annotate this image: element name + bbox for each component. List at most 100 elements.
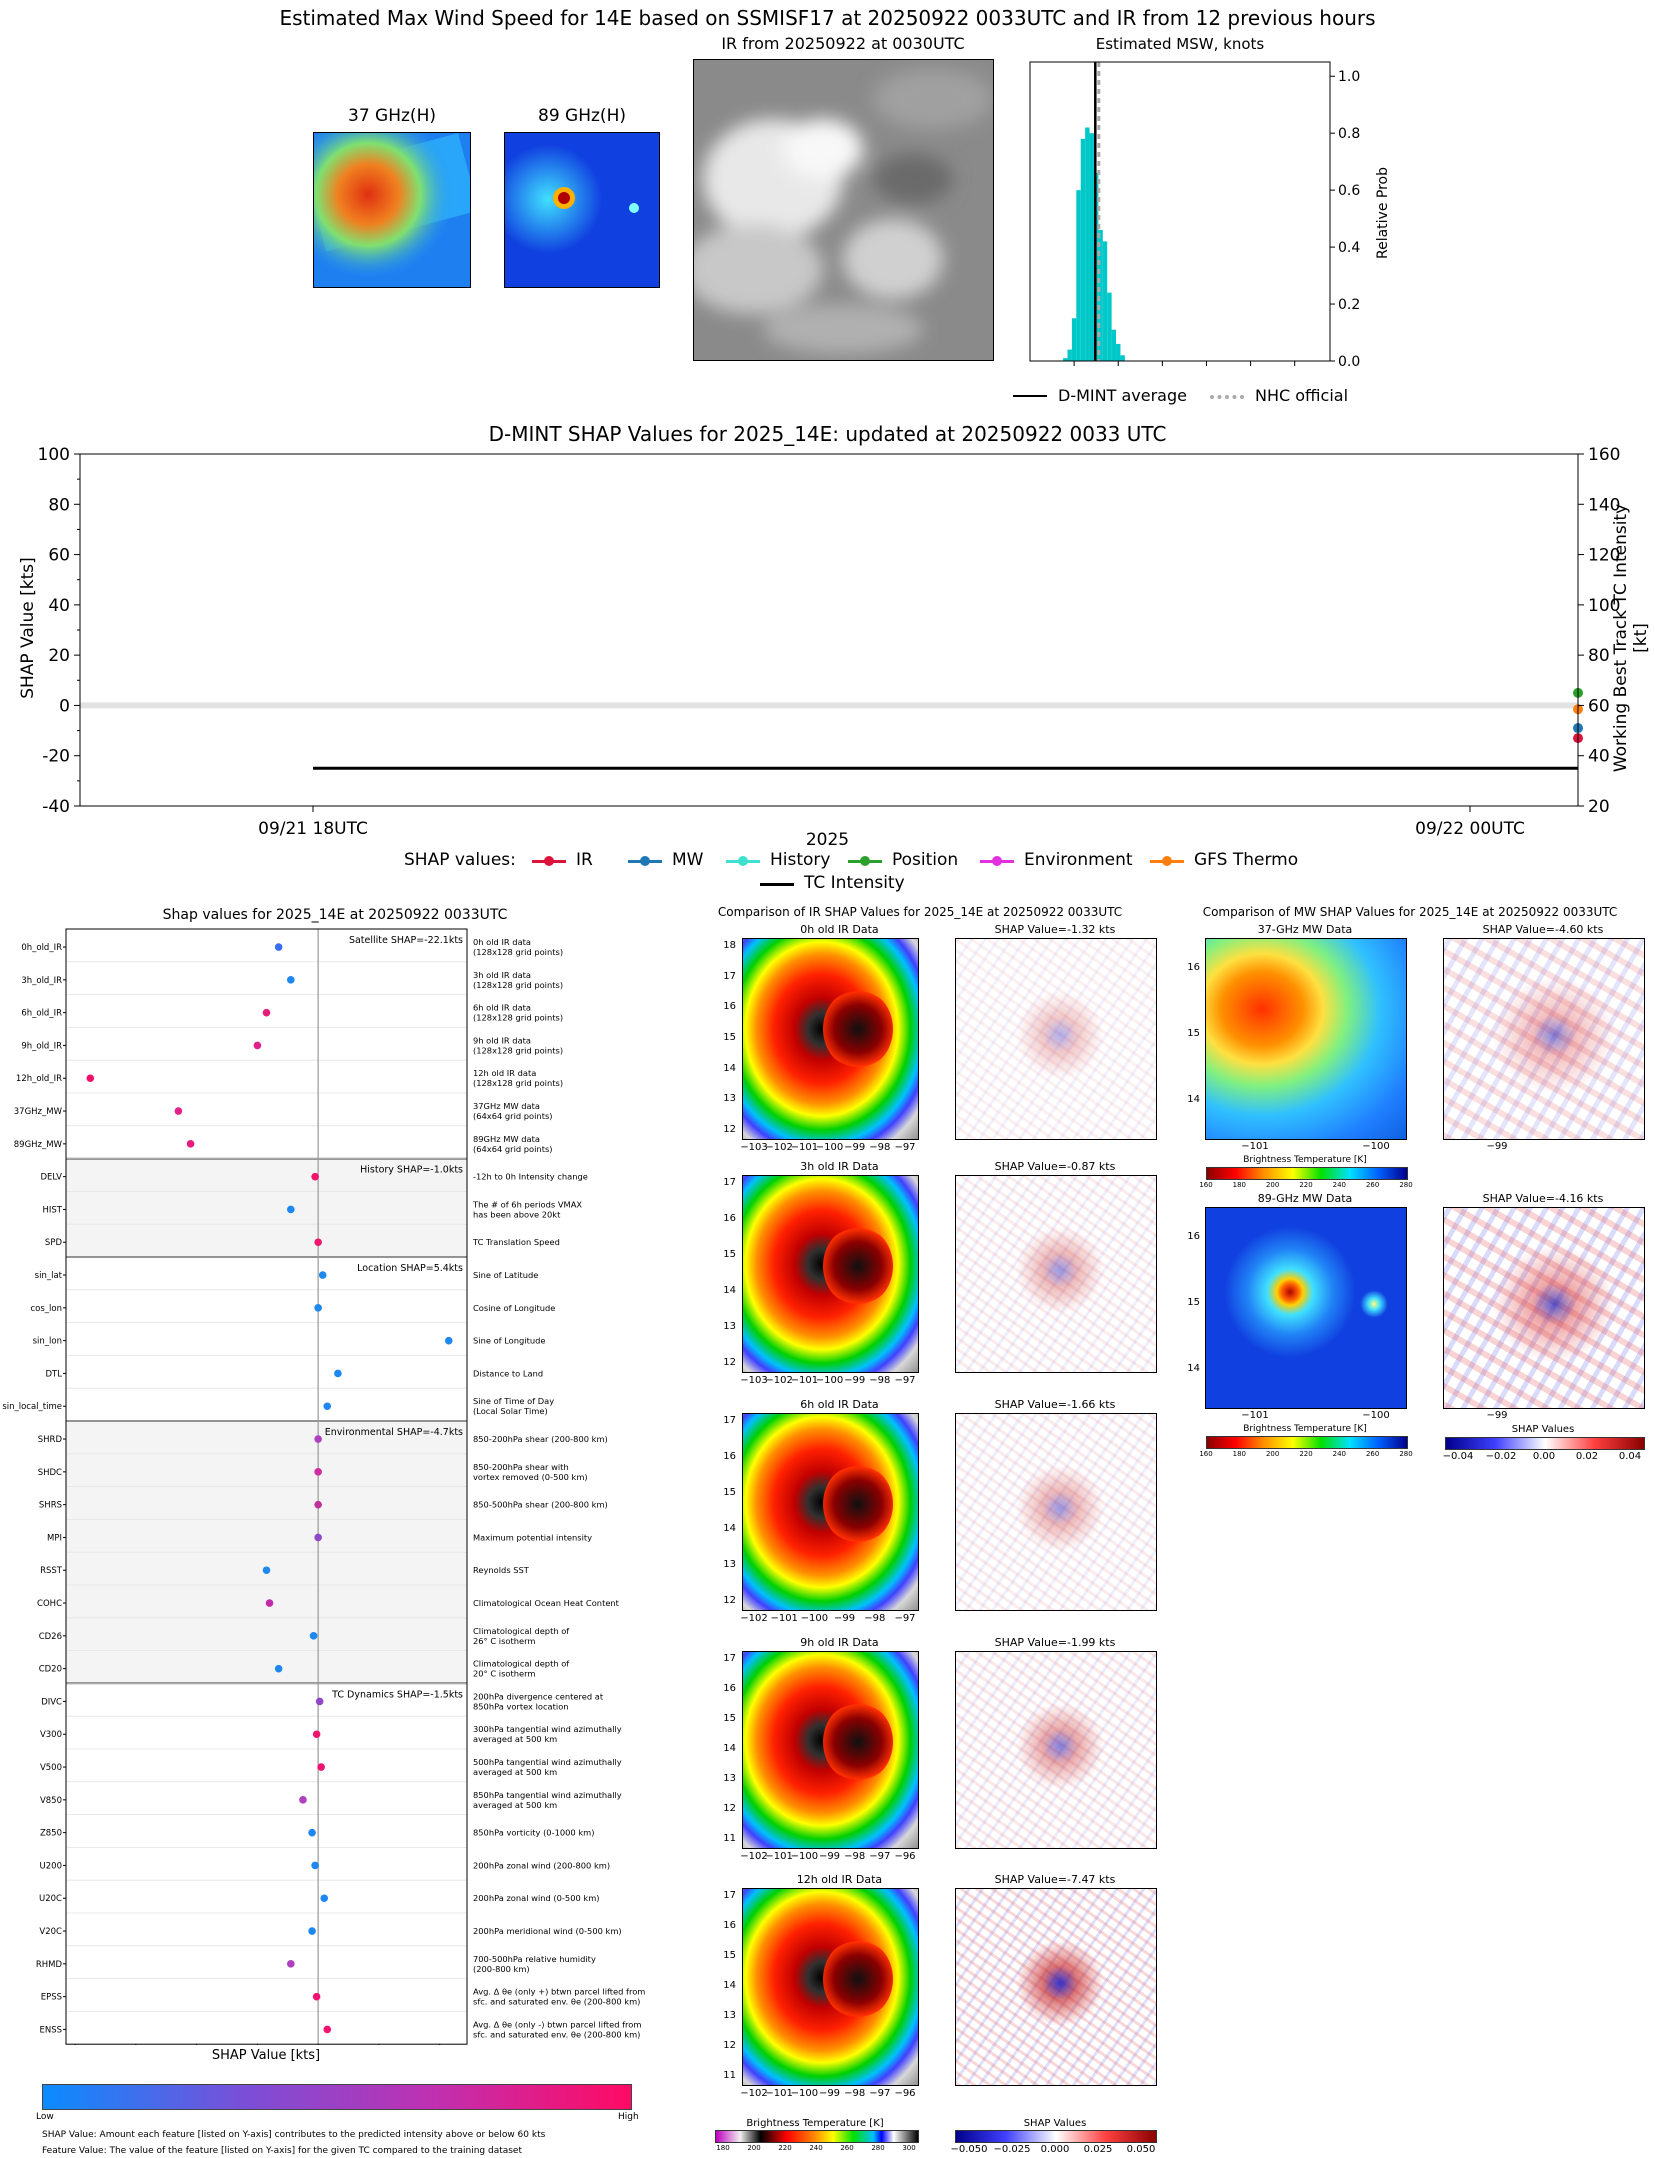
mw-shap-title: SHAP Value=-4.60 kts xyxy=(1482,923,1604,936)
mw-shap-cbar-tick: 0.02 xyxy=(1575,1451,1599,1462)
feature-desc: Sine of Time of Day xyxy=(473,1396,554,1406)
ir-ytick-label: 17 xyxy=(723,1415,736,1426)
ir-xtick-label: −102 xyxy=(765,1142,793,1153)
shap-dot-v20c xyxy=(308,1927,316,1935)
ir-xtick-label: −97 xyxy=(894,1613,916,1624)
mw-shap-cbar-tick: 0.00 xyxy=(1532,1451,1556,1462)
mw-cbar-tick: 160 xyxy=(1199,1450,1213,1458)
ir-ytick-label: 11 xyxy=(723,2070,736,2081)
group-band xyxy=(66,1158,467,1257)
feature-desc: 850-200hPa shear with xyxy=(473,1462,569,1472)
shap-xlabel: SHAP Value [kts] xyxy=(211,2048,321,2063)
ir-xtick-label: −99 xyxy=(818,1851,841,1862)
ir-shap-map xyxy=(955,1888,1157,2086)
left-ytick-label: -40 xyxy=(42,797,70,817)
feature-name: ENSS xyxy=(39,2025,62,2035)
feature-desc: Reynolds SST xyxy=(473,1565,530,1575)
shap-frame xyxy=(65,928,468,2045)
ir-cbar-tick: 200 xyxy=(747,2144,761,2152)
ir-xtick-label: −101 xyxy=(790,1375,819,1386)
feature-name: DIVC xyxy=(41,1697,62,1707)
mw-cbar-label: Brightness Temperature [K] xyxy=(1243,1155,1367,1165)
shap-dot-z850 xyxy=(308,1828,316,1837)
shap-dot-cohc xyxy=(265,1599,274,1607)
shap-dot-shdc xyxy=(314,1468,322,1476)
mw-shap-map xyxy=(1443,1207,1645,1409)
feature-name: MPI xyxy=(47,1533,62,1543)
right-ytick-label: 60 xyxy=(1588,696,1610,716)
msw-ytick-label: 0.4 xyxy=(1338,240,1360,256)
shap-dot-0h_old_ir xyxy=(274,943,283,951)
mw-xtick-label: −100 xyxy=(1362,1141,1390,1152)
left-ytick-label: 60 xyxy=(48,546,70,566)
feature-desc: Climatological Ocean Heat Content xyxy=(473,1598,620,1608)
shap-feature-colorbar xyxy=(42,2084,632,2110)
shap-note-1: SHAP Value: Amount each feature [listed … xyxy=(42,2130,546,2140)
ir-ytick-label: 15 xyxy=(723,1950,736,1961)
ir-shap-map xyxy=(955,1651,1157,1849)
mw-data-image xyxy=(1205,938,1407,1140)
mw-ytick-label: 15 xyxy=(1187,1297,1200,1308)
ir-ytick-label: 17 xyxy=(723,1177,736,1188)
ir-ytick-label: 14 xyxy=(723,1285,736,1296)
ir-ytick-label: 12 xyxy=(723,1803,736,1814)
feature-name: V850 xyxy=(40,1796,62,1806)
right-ytick-label: 20 xyxy=(1588,797,1610,817)
feature-desc: 200hPa divergence centered at xyxy=(473,1691,604,1701)
ir-xtick-label: −102 xyxy=(765,1375,793,1386)
feature-desc: 200hPa zonal wind (0-500 km) xyxy=(473,1893,600,1903)
left-ytick-label: -20 xyxy=(42,747,70,767)
ir-xtick-label: −96 xyxy=(894,1851,916,1862)
ir-panel-title: 0h old IR Data xyxy=(800,923,879,936)
timeline-chart: 100 80 60 40 20 0 -20 -40 160 140 120 100 80 60 40 20 09… xyxy=(38,445,1621,839)
mw-xtick-label: −101 xyxy=(1241,1141,1269,1152)
feature-desc: 37GHz MW data xyxy=(473,1101,540,1111)
right-ytick-label: 120 xyxy=(1588,546,1620,566)
left-ytick-label: 40 xyxy=(48,596,70,616)
ir-ytick-label: 11 xyxy=(723,1833,736,1844)
ir-xtick-label: −101 xyxy=(790,1142,819,1153)
feature-desc: (128x128 grid points) xyxy=(473,1013,563,1023)
feature-desc: 20° C isotherm xyxy=(473,1669,535,1679)
right-ytick-label: 80 xyxy=(1588,646,1610,666)
legend-marker xyxy=(992,856,1002,866)
ir-cbar-tick: 260 xyxy=(840,2144,854,2152)
legend-item-label: MW xyxy=(672,850,704,870)
feature-desc: averaged at 500 km xyxy=(473,1734,557,1744)
ir-xtick-label: −100 xyxy=(800,1613,829,1624)
feature-name: 37GHz_MW xyxy=(14,1107,63,1117)
mw-shap-cbar-label: SHAP Values xyxy=(1511,1424,1575,1435)
ir-shap-title: SHAP Value=-1.66 kts xyxy=(994,1398,1116,1411)
mw-cbar-tick: 180 xyxy=(1232,1181,1247,1189)
ir-title: IR from 20250922 at 0030UTC xyxy=(721,34,965,53)
feature-desc: 850hPa vorticity (0-1000 km) xyxy=(473,1828,594,1838)
mw-ytick-label: 14 xyxy=(1187,1363,1200,1374)
ir-xtick-label: −99 xyxy=(844,1142,866,1153)
shap-dot-sin_lat xyxy=(318,1271,327,1279)
feature-name: RSST xyxy=(40,1566,63,1576)
group-label: Environmental SHAP=-4.7kts xyxy=(325,1427,463,1438)
feature-desc: 500hPa tangential wind azimuthally xyxy=(473,1757,622,1767)
feature-name: CD26 xyxy=(39,1632,62,1642)
ir-shap-cbar-label: SHAP Values xyxy=(1023,2118,1087,2129)
msw-bar xyxy=(1080,138,1086,361)
legend-tc-line xyxy=(760,883,794,886)
ir-xtick-label: −98 xyxy=(869,1375,891,1386)
feature-desc: Climatological depth of xyxy=(473,1626,570,1636)
shap-dot-3h_old_ir xyxy=(287,976,295,984)
feature-name: 89GHz_MW xyxy=(14,1140,63,1150)
msw-bar xyxy=(1111,329,1117,361)
msw-frame xyxy=(1029,61,1331,362)
legend-marker xyxy=(738,856,748,866)
mw-xtick-label: −99 xyxy=(1486,1141,1508,1152)
mw-comp-title: Comparison of MW SHAP Values for 2025_14… xyxy=(1202,905,1618,919)
feature-name: sin_lon xyxy=(33,1337,62,1347)
msw-ytick-label: 1.0 xyxy=(1338,69,1360,85)
shap-title: Shap values for 2025_14E at 20250922 003… xyxy=(162,907,508,923)
mw-xtick-label: −99 xyxy=(1486,1410,1508,1421)
msw-bar xyxy=(1120,355,1125,361)
shap-dot-hist xyxy=(287,1205,295,1214)
feature-desc: Climatological depth of xyxy=(473,1659,570,1669)
ir-xtick-label: −100 xyxy=(790,1851,819,1862)
feature-name: cos_lon xyxy=(30,1304,62,1314)
